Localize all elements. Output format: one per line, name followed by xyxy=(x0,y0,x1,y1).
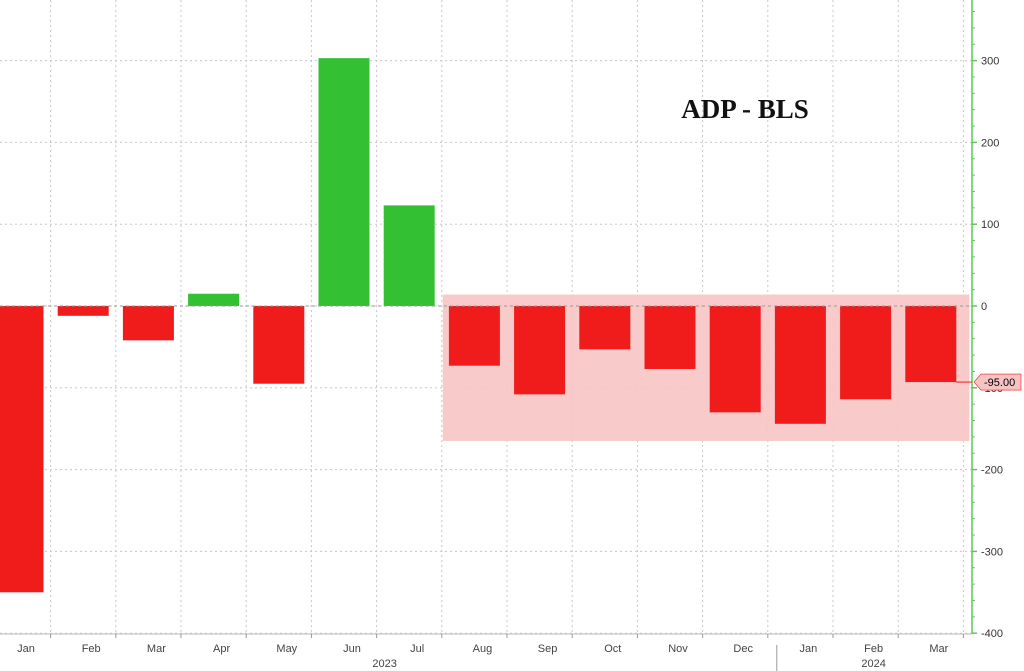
bars-layer xyxy=(0,58,957,593)
bar-nov-10 xyxy=(644,306,696,369)
x-tick-label-apr: Apr xyxy=(213,643,230,655)
chart-title: ADP - BLS xyxy=(681,94,809,124)
x-tick-label-mar: Mar xyxy=(147,643,166,655)
bar-feb-1 xyxy=(57,306,109,316)
y-tick-label: -400 xyxy=(981,628,1003,640)
bar-apr-3 xyxy=(188,293,240,306)
x-tick-label-jun: Jun xyxy=(343,643,361,655)
y-tick-label: 200 xyxy=(981,137,999,149)
x-tick-label-sep: Sep xyxy=(538,643,558,655)
bar-dec-11 xyxy=(709,306,761,413)
bar-jan-12 xyxy=(774,306,826,424)
x-tick-label-jan: Jan xyxy=(800,643,818,655)
x-tick-label-feb: Feb xyxy=(864,643,883,655)
x-axis: Jan Feb Mar Apr May Jun Jul Aug Sep Oct Nov Dec Jan F… xyxy=(17,634,964,671)
x-tick-label-may: May xyxy=(276,643,297,655)
y-tick-label: 300 xyxy=(981,56,999,68)
x-tick-label-nov: Nov xyxy=(668,643,688,655)
year-label-2024: 2024 xyxy=(861,658,885,670)
x-tick-label-mar: Mar xyxy=(929,643,948,655)
y-tick-label: 0 xyxy=(981,301,987,313)
x-tick-label-jul: Jul xyxy=(410,643,424,655)
bar-mar-14 xyxy=(905,306,957,383)
bar-aug-7 xyxy=(448,306,500,366)
bar-may-4 xyxy=(253,306,305,384)
bar-sep-8 xyxy=(514,306,566,395)
x-tick-label-feb: Feb xyxy=(82,643,101,655)
year-label-2023: 2023 xyxy=(372,658,396,670)
x-tick-label-oct: Oct xyxy=(604,643,621,655)
bar-feb-13 xyxy=(840,306,892,400)
y-tick-label: -300 xyxy=(981,546,1003,558)
last-value-badge xyxy=(973,373,1022,391)
bar-jul-6 xyxy=(383,205,435,306)
bar-jun-5 xyxy=(318,58,370,307)
bar-jan-0 xyxy=(0,306,44,593)
last-value-label: -95.00 xyxy=(984,377,1015,389)
x-tick-label-aug: Aug xyxy=(473,643,493,655)
bar-oct-9 xyxy=(579,306,631,350)
last-value-marker: -95.00 xyxy=(956,373,1022,391)
y-tick-label: 100 xyxy=(981,219,999,231)
x-tick-label-jan: Jan xyxy=(17,643,35,655)
x-tick-label-dec: Dec xyxy=(733,643,753,655)
bar-mar-2 xyxy=(122,306,174,341)
y-tick-label: -200 xyxy=(981,465,1003,477)
